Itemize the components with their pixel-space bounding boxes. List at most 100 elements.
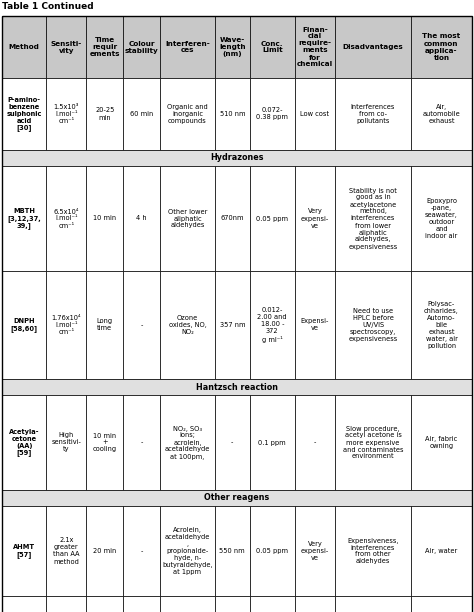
Bar bbox=[46, 78, 86, 150]
Bar bbox=[335, 506, 411, 596]
Bar bbox=[86, 271, 123, 379]
Bar bbox=[160, 78, 215, 150]
Bar bbox=[123, 395, 160, 490]
Bar bbox=[2, 16, 46, 78]
Bar bbox=[411, 16, 472, 78]
Bar bbox=[123, 78, 160, 150]
Bar bbox=[160, 16, 215, 78]
Bar bbox=[295, 506, 335, 596]
Bar bbox=[160, 506, 215, 596]
Text: -: - bbox=[140, 322, 143, 328]
Bar bbox=[86, 166, 123, 271]
Text: Air,
automobile
exhaust: Air, automobile exhaust bbox=[422, 104, 460, 124]
Bar bbox=[335, 395, 411, 490]
Text: 0.05 ppm: 0.05 ppm bbox=[256, 215, 288, 222]
Bar bbox=[215, 16, 250, 78]
Text: P-amino-
benzene
sulphonic
acid
[30]: P-amino- benzene sulphonic acid [30] bbox=[7, 97, 42, 132]
Bar bbox=[250, 16, 295, 78]
Bar bbox=[160, 271, 215, 379]
Text: 1.5x10³
l.mol⁻¹
cm⁻¹: 1.5x10³ l.mol⁻¹ cm⁻¹ bbox=[54, 104, 79, 124]
Text: 4 h: 4 h bbox=[137, 215, 147, 222]
Bar bbox=[2, 271, 46, 379]
Text: Expensiveness,
interferences
from other
aldehydes: Expensiveness, interferences from other … bbox=[347, 537, 399, 564]
Text: Other reagens: Other reagens bbox=[204, 493, 270, 502]
Text: Table 1 Continued: Table 1 Continued bbox=[2, 2, 94, 11]
Text: Low cost: Low cost bbox=[301, 111, 329, 117]
Bar bbox=[250, 506, 295, 596]
Bar bbox=[46, 16, 86, 78]
Bar bbox=[123, 506, 160, 596]
Bar bbox=[86, 16, 123, 78]
Text: Very
expensi-
ve: Very expensi- ve bbox=[301, 209, 329, 228]
Text: Need to use
HPLC before
UV/VIS
spectroscopy,
expensiveness: Need to use HPLC before UV/VIS spectrosc… bbox=[348, 308, 398, 342]
Text: 6.5x10⁴
l.mol⁻¹
cm⁻¹: 6.5x10⁴ l.mol⁻¹ cm⁻¹ bbox=[54, 209, 79, 228]
Text: Acrolein,
acetaldehyde
,
propionalde-
hyde, n-
butyraldehyde,
at 1ppm: Acrolein, acetaldehyde , propionalde- hy… bbox=[162, 527, 213, 575]
Text: MBTH
[3,12,37,
39,]: MBTH [3,12,37, 39,] bbox=[7, 207, 41, 230]
Text: Hantzsch reaction: Hantzsch reaction bbox=[196, 382, 278, 392]
Bar bbox=[215, 506, 250, 596]
Text: Time
requir
ements: Time requir ements bbox=[90, 37, 120, 57]
Bar bbox=[160, 166, 215, 271]
Bar bbox=[411, 506, 472, 596]
Bar bbox=[2, 395, 46, 490]
Text: Hydrazones: Hydrazones bbox=[210, 154, 264, 163]
Text: 10 min
+
cooling: 10 min + cooling bbox=[93, 433, 117, 452]
Text: 60 min: 60 min bbox=[130, 111, 153, 117]
Text: 670nm: 670nm bbox=[220, 215, 244, 222]
Bar bbox=[250, 596, 295, 612]
Text: 0.072-
0.38 ppm: 0.072- 0.38 ppm bbox=[256, 108, 288, 121]
Text: Acetyla-
cetone
(AA)
[59]: Acetyla- cetone (AA) [59] bbox=[9, 428, 39, 457]
Bar bbox=[411, 166, 472, 271]
Text: 1.76x10⁴
l.mol⁻¹
cm⁻¹: 1.76x10⁴ l.mol⁻¹ cm⁻¹ bbox=[52, 315, 81, 335]
Bar bbox=[123, 596, 160, 612]
Bar bbox=[86, 506, 123, 596]
Bar bbox=[46, 395, 86, 490]
Bar bbox=[295, 395, 335, 490]
Text: Method: Method bbox=[9, 44, 39, 50]
Text: 0.1 ppm: 0.1 ppm bbox=[258, 439, 286, 446]
Text: -: - bbox=[314, 439, 316, 446]
Bar bbox=[2, 490, 472, 506]
Text: 20 min: 20 min bbox=[93, 548, 117, 554]
Text: -: - bbox=[140, 548, 143, 554]
Text: Very
expensi-
ve: Very expensi- ve bbox=[301, 541, 329, 561]
Text: NO₂, SO₃
ions;
acrolein,
acetaldehyde
at 100pm,: NO₂, SO₃ ions; acrolein, acetaldehyde at… bbox=[165, 425, 210, 460]
Bar bbox=[411, 271, 472, 379]
Text: Stability is not
good as in
acetylacetone
method,
interferences
from lower
aliph: Stability is not good as in acetylaceton… bbox=[348, 187, 398, 250]
Text: -: - bbox=[140, 439, 143, 446]
Bar bbox=[86, 78, 123, 150]
Text: Colour
stability: Colour stability bbox=[125, 40, 158, 53]
Bar bbox=[215, 78, 250, 150]
Bar bbox=[123, 271, 160, 379]
Bar bbox=[2, 150, 472, 166]
Bar bbox=[215, 596, 250, 612]
Text: Sensiti-
vity: Sensiti- vity bbox=[51, 40, 82, 53]
Bar bbox=[86, 395, 123, 490]
Text: 357 nm: 357 nm bbox=[219, 322, 245, 328]
Text: DNPH
[58,60]: DNPH [58,60] bbox=[10, 318, 38, 332]
Bar bbox=[335, 271, 411, 379]
Text: 510 nm: 510 nm bbox=[219, 111, 245, 117]
Bar bbox=[160, 596, 215, 612]
Bar bbox=[46, 506, 86, 596]
Bar bbox=[250, 395, 295, 490]
Bar bbox=[411, 395, 472, 490]
Text: 0.05 ppm: 0.05 ppm bbox=[256, 548, 288, 554]
Bar bbox=[215, 395, 250, 490]
Bar bbox=[335, 166, 411, 271]
Text: AHMT
[57]: AHMT [57] bbox=[13, 544, 35, 558]
Text: Disadvantages: Disadvantages bbox=[343, 44, 403, 50]
Bar bbox=[123, 166, 160, 271]
Text: Interferen-
ces: Interferen- ces bbox=[165, 40, 210, 53]
Text: Slow procedure,
acetyl acetone is
more expensive
and contaminates
environment: Slow procedure, acetyl acetone is more e… bbox=[343, 425, 403, 460]
Bar bbox=[411, 78, 472, 150]
Text: 0.012-
2.00 and
18.00 -
372
g ml⁻¹: 0.012- 2.00 and 18.00 - 372 g ml⁻¹ bbox=[257, 307, 287, 343]
Bar bbox=[2, 78, 46, 150]
Text: -: - bbox=[231, 439, 234, 446]
Bar bbox=[86, 596, 123, 612]
Bar bbox=[215, 271, 250, 379]
Bar bbox=[250, 271, 295, 379]
Text: Organic and
inorganic
compounds: Organic and inorganic compounds bbox=[167, 104, 208, 124]
Bar bbox=[295, 16, 335, 78]
Bar bbox=[2, 596, 46, 612]
